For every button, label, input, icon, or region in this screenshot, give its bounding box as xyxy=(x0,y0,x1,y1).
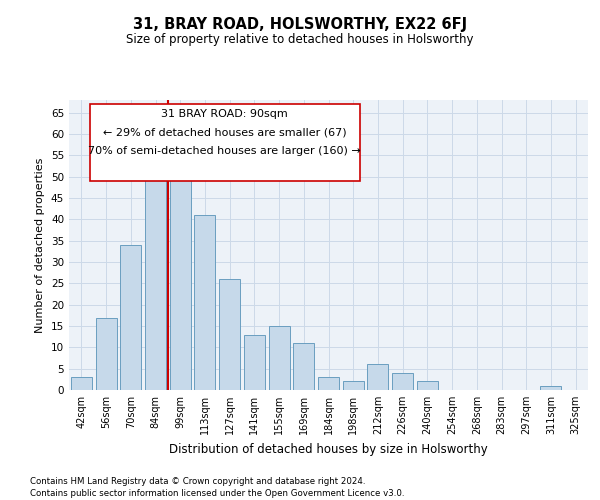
Bar xyxy=(293,343,314,390)
Bar xyxy=(367,364,388,390)
Text: Contains HM Land Registry data © Crown copyright and database right 2024.: Contains HM Land Registry data © Crown c… xyxy=(30,478,365,486)
Text: Size of property relative to detached houses in Holsworthy: Size of property relative to detached ho… xyxy=(126,32,474,46)
Bar xyxy=(95,318,116,390)
Bar xyxy=(417,382,438,390)
FancyBboxPatch shape xyxy=(90,104,359,181)
Bar xyxy=(318,377,339,390)
Bar xyxy=(392,373,413,390)
Y-axis label: Number of detached properties: Number of detached properties xyxy=(35,158,46,332)
Bar xyxy=(145,164,166,390)
Bar xyxy=(343,382,364,390)
Text: ← 29% of detached houses are smaller (67): ← 29% of detached houses are smaller (67… xyxy=(103,128,347,138)
Text: Contains public sector information licensed under the Open Government Licence v3: Contains public sector information licen… xyxy=(30,489,404,498)
Bar xyxy=(71,377,92,390)
Bar xyxy=(170,164,191,390)
Bar xyxy=(269,326,290,390)
Text: 70% of semi-detached houses are larger (160) →: 70% of semi-detached houses are larger (… xyxy=(88,146,361,156)
Text: 31 BRAY ROAD: 90sqm: 31 BRAY ROAD: 90sqm xyxy=(161,108,288,118)
Bar xyxy=(120,245,141,390)
Bar xyxy=(244,334,265,390)
Bar xyxy=(541,386,562,390)
Text: 31, BRAY ROAD, HOLSWORTHY, EX22 6FJ: 31, BRAY ROAD, HOLSWORTHY, EX22 6FJ xyxy=(133,18,467,32)
Bar xyxy=(219,279,240,390)
Text: Distribution of detached houses by size in Holsworthy: Distribution of detached houses by size … xyxy=(169,442,488,456)
Bar xyxy=(194,215,215,390)
